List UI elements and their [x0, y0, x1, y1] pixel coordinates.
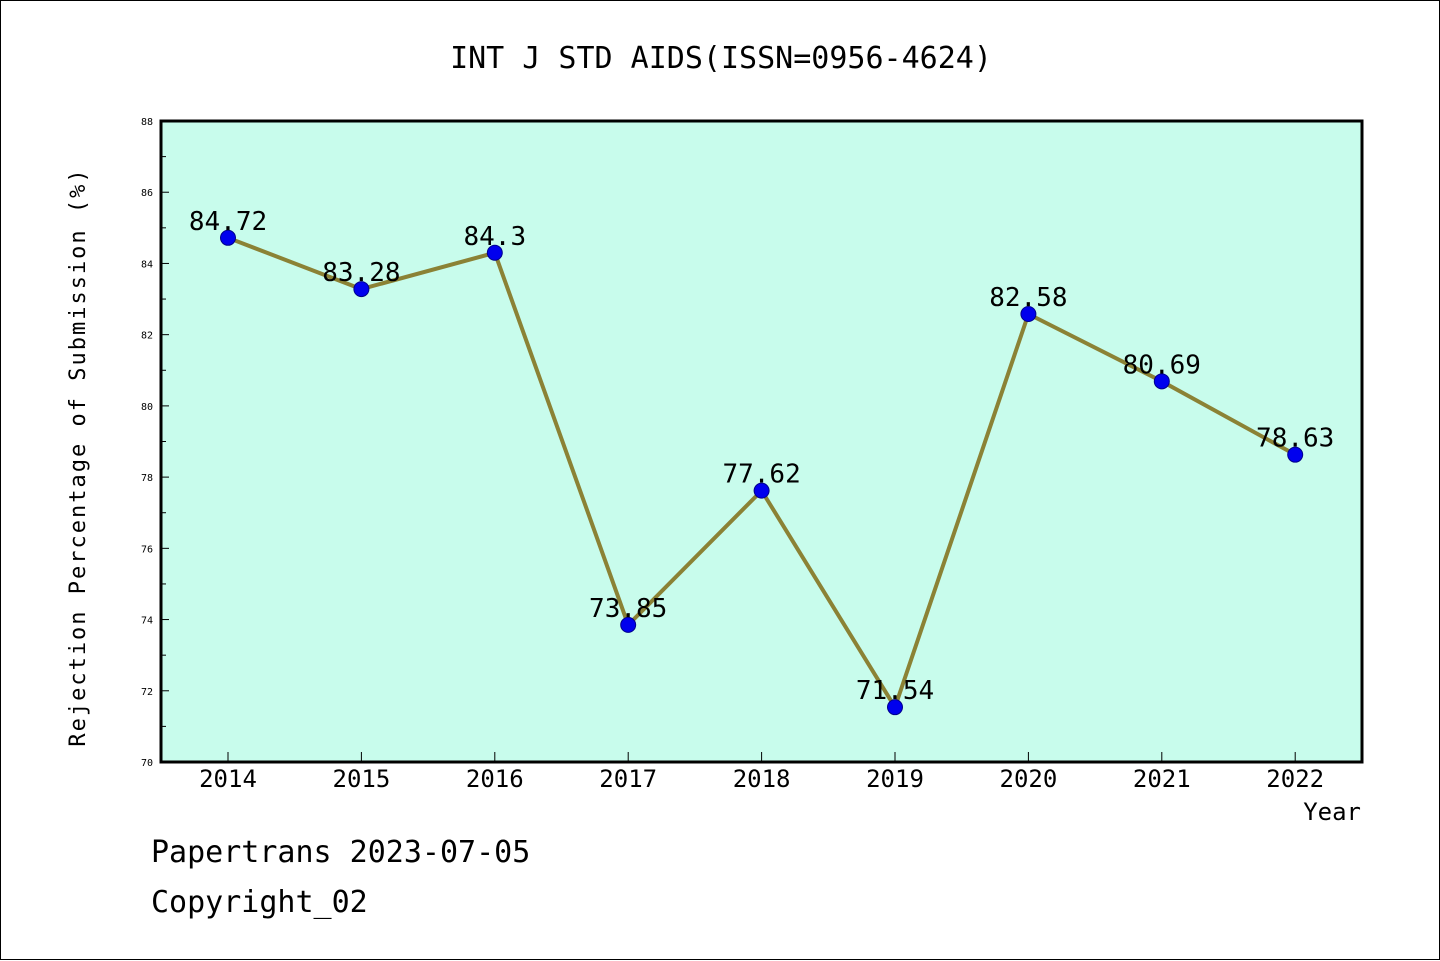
y-tick-label: 82: [141, 331, 153, 342]
data-label: 73.85: [589, 594, 667, 624]
data-label: 71.54: [856, 676, 934, 706]
x-tick-label: 2015: [333, 765, 391, 793]
x-tick-label: 2020: [1000, 765, 1058, 793]
y-tick-label: 78: [141, 473, 153, 484]
data-label: 82.58: [989, 283, 1067, 313]
x-tick-label: 2022: [1266, 765, 1324, 793]
y-axis-label: Rejection Percentage of Submission (%): [66, 167, 91, 746]
x-tick-label: 2021: [1133, 765, 1191, 793]
y-tick-label: 72: [141, 687, 153, 698]
y-axis: 70 72 74 76 78 80 82 84 86 88: [141, 117, 169, 769]
data-point: [486, 244, 503, 261]
x-tick-label: 2016: [466, 765, 524, 793]
x-axis-label: Year: [1303, 798, 1361, 826]
data-point: [620, 616, 637, 633]
plot-area: [159, 119, 1364, 764]
y-tick-label: 80: [141, 402, 153, 413]
data-point: [1020, 306, 1037, 323]
data-label: 84.3: [463, 222, 526, 252]
data-point: [887, 699, 903, 716]
data-label: 78.63: [1256, 424, 1334, 454]
x-tick-label: 2014: [199, 765, 257, 793]
data-point: [353, 281, 370, 298]
data-label: 84.72: [189, 207, 267, 237]
x-tick-label: 2018: [733, 765, 791, 793]
data-label: 77.62: [722, 460, 800, 490]
data-point: [220, 229, 236, 246]
data-point: [1287, 446, 1304, 463]
y-tick-label: 86: [141, 188, 153, 199]
chart-title: INT J STD AIDS(ISSN=0956-4624): [450, 41, 992, 76]
data-points: [220, 229, 1304, 716]
y-tick-label: 88: [141, 117, 153, 128]
footer-date: Papertrans 2023-07-05: [151, 835, 531, 870]
y-tick-label: 74: [141, 616, 153, 627]
y-tick-label: 70: [141, 758, 153, 769]
x-tick-label: 2019: [866, 765, 924, 793]
data-label: 83.28: [322, 258, 400, 288]
y-tick-label: 76: [141, 544, 153, 555]
data-labels: 84.72 83.28 84.3 73.85 77.62 71.54 82.58 80.69 7…: [189, 207, 1334, 706]
data-point: [1153, 373, 1170, 390]
data-point: [753, 482, 770, 499]
y-tick-label: 84: [141, 259, 153, 270]
footer-copyright: Copyright_02: [151, 885, 368, 920]
x-axis: 2014 2015 2016 2017 2018 2019 2020 2021 2022: [199, 752, 1324, 793]
x-tick-label: 2017: [599, 765, 657, 793]
data-label: 80.69: [1123, 350, 1201, 380]
